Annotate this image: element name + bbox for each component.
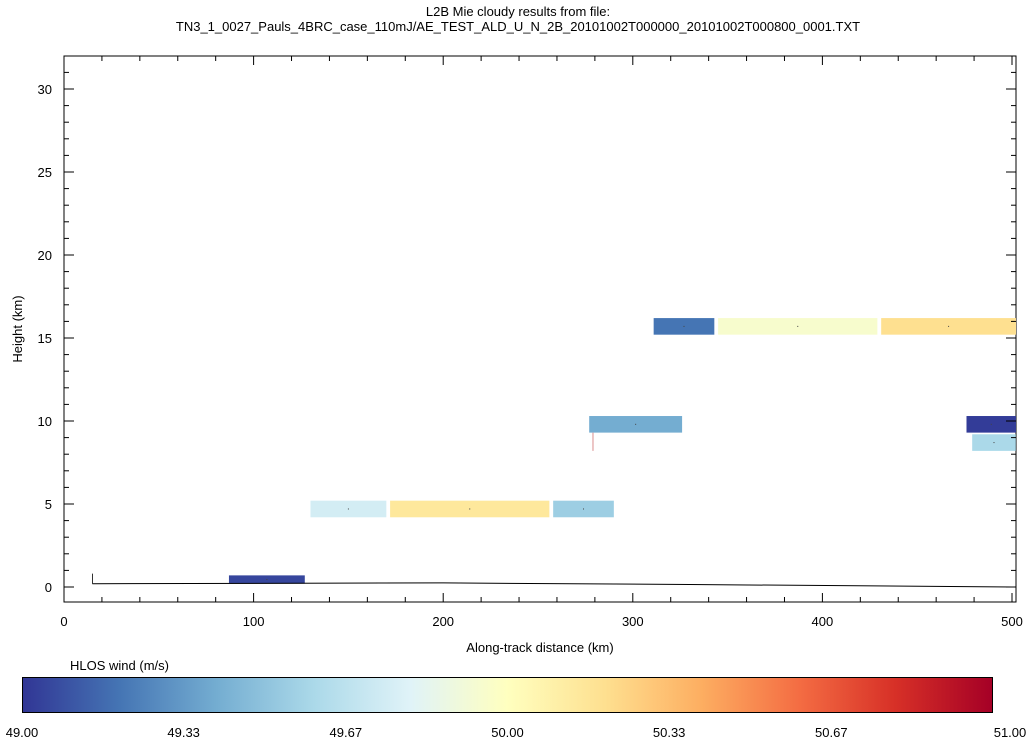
x-tick-label: 200	[432, 614, 454, 629]
cell-center-dot	[797, 325, 799, 327]
cell-center-dot	[347, 508, 349, 510]
colorbar-title: HLOS wind (m/s)	[70, 658, 169, 673]
colorbar-tick-label: 50.67	[815, 725, 848, 740]
cell-center-dot	[683, 325, 685, 327]
axis-ticks: 0 100 200 300 400 500 0 5 10 15 20 25 30	[38, 56, 1023, 629]
colorbar-tick-label: 51.00	[993, 725, 1027, 740]
y-tick-label: 25	[38, 165, 52, 180]
y-tick-label: 10	[38, 414, 52, 429]
x-tick-label: 300	[622, 614, 644, 629]
cell-center-dot	[583, 508, 585, 510]
x-tick-label: 400	[812, 614, 834, 629]
x-tick-label: 500	[1001, 614, 1023, 629]
colorbar-tick-label: 50.00	[491, 725, 524, 740]
ground-line	[92, 573, 1013, 588]
x-tick-label: 100	[243, 614, 265, 629]
cell-center-dot	[635, 423, 637, 425]
colorbar-tick-label: 49.00	[5, 725, 39, 740]
chart-title: L2B Mie cloudy results from file: TN3_1_…	[0, 4, 1036, 34]
ground-profile-line	[92, 582, 1013, 588]
y-tick-label: 30	[38, 82, 52, 97]
y-tick-label: 0	[45, 580, 52, 595]
y-axis-title: Height (km)	[10, 295, 25, 362]
colorbar-tick-label: 49.33	[167, 725, 200, 740]
heatmap-cells	[228, 318, 1016, 584]
cell-center-dot	[469, 508, 471, 510]
colorbar-tick-label: 50.33	[652, 725, 686, 740]
plot-area: 0 100 200 300 400 500 0 5 10 15 20 25 30 Along-track…	[10, 55, 1023, 655]
x-axis-title: Along-track distance (km)	[466, 640, 613, 655]
cell-center-dot	[990, 423, 992, 425]
cell-center-dot	[948, 325, 950, 327]
chart-title-line-1: L2B Mie cloudy results from file:	[425, 4, 611, 19]
cell-center-dot	[266, 579, 268, 581]
y-tick-label: 20	[38, 248, 52, 263]
colorbar	[22, 677, 993, 713]
y-tick-label: 15	[38, 331, 52, 346]
colorbar-tick-label: 49.67	[329, 725, 363, 740]
chart-title-line-2: TN3_1_0027_Pauls_4BRC_case_110mJ/AE_TEST…	[175, 19, 861, 34]
y-tick-label: 5	[45, 497, 52, 512]
cell-center-dot	[993, 442, 995, 444]
x-tick-label: 0	[60, 614, 67, 629]
